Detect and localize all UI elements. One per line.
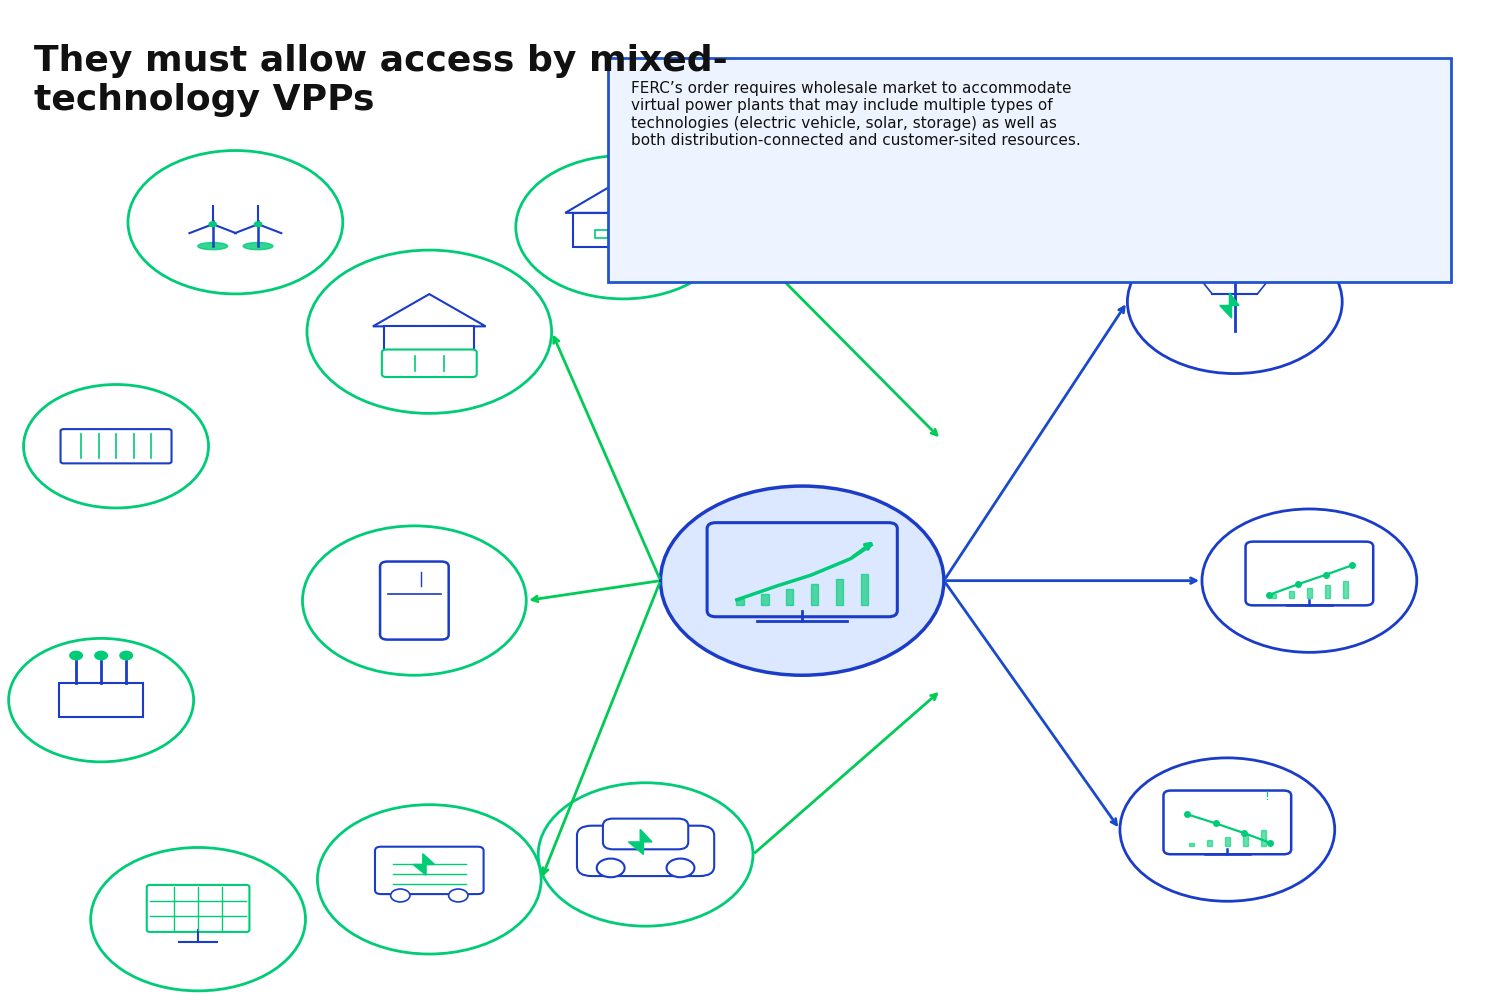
Circle shape (255, 223, 261, 228)
Point (1204, 815, 1228, 831)
Polygon shape (413, 854, 435, 876)
Circle shape (1120, 758, 1335, 902)
Point (1257, 588, 1281, 604)
FancyBboxPatch shape (609, 59, 1450, 283)
Circle shape (24, 385, 209, 509)
Circle shape (128, 151, 344, 295)
Circle shape (120, 652, 132, 660)
Bar (596, 231, 618, 239)
FancyBboxPatch shape (380, 562, 448, 640)
Text: !: ! (1264, 789, 1269, 802)
Bar (1226, 837, 1230, 847)
Bar (762, 594, 768, 606)
Circle shape (9, 639, 194, 762)
Circle shape (448, 889, 468, 902)
Circle shape (90, 848, 306, 991)
Bar (736, 599, 744, 606)
Bar (646, 231, 669, 239)
Bar (836, 580, 843, 606)
Polygon shape (566, 180, 681, 214)
Circle shape (209, 223, 216, 228)
FancyBboxPatch shape (375, 847, 483, 895)
Bar (573, 214, 674, 248)
Bar (1270, 595, 1275, 598)
Circle shape (1128, 231, 1342, 374)
FancyBboxPatch shape (706, 524, 897, 617)
Circle shape (660, 486, 944, 676)
FancyBboxPatch shape (60, 429, 171, 464)
Point (1314, 567, 1338, 583)
FancyBboxPatch shape (147, 885, 249, 932)
Bar (1288, 592, 1293, 598)
Bar (1342, 582, 1348, 598)
Point (1340, 558, 1364, 574)
Circle shape (666, 859, 694, 878)
Bar (1262, 830, 1266, 847)
Text: They must allow access by mixed-
technology VPPs: They must allow access by mixed- technol… (34, 44, 728, 117)
Circle shape (642, 185, 663, 200)
Bar (812, 585, 819, 606)
Bar (1208, 841, 1212, 847)
Bar (621, 231, 644, 239)
Polygon shape (1220, 294, 1239, 319)
Bar (1324, 585, 1330, 598)
Text: FERC’s order requires wholesale market to accommodate
virtual power plants that : FERC’s order requires wholesale market t… (630, 81, 1080, 147)
FancyBboxPatch shape (382, 350, 477, 378)
Point (1174, 806, 1198, 822)
Circle shape (318, 804, 542, 954)
Bar (1244, 833, 1248, 847)
FancyBboxPatch shape (603, 818, 688, 850)
Bar (384, 327, 474, 350)
Polygon shape (628, 829, 652, 855)
Circle shape (1202, 510, 1417, 653)
FancyBboxPatch shape (578, 825, 714, 877)
Point (1258, 834, 1282, 851)
Bar (861, 575, 868, 606)
Circle shape (308, 251, 552, 414)
Bar (1190, 844, 1194, 847)
Bar (1306, 588, 1312, 598)
Circle shape (303, 527, 526, 676)
Circle shape (597, 859, 624, 878)
Circle shape (70, 652, 82, 660)
Point (1232, 825, 1256, 842)
Polygon shape (374, 295, 486, 327)
Point (1286, 577, 1310, 593)
Bar (786, 590, 794, 606)
Bar (60, 684, 142, 717)
Circle shape (94, 652, 108, 660)
Ellipse shape (243, 244, 273, 251)
Circle shape (538, 783, 753, 926)
Ellipse shape (198, 244, 228, 251)
Circle shape (516, 156, 730, 300)
Circle shape (390, 889, 410, 902)
FancyBboxPatch shape (1245, 542, 1372, 606)
FancyBboxPatch shape (1164, 790, 1292, 855)
